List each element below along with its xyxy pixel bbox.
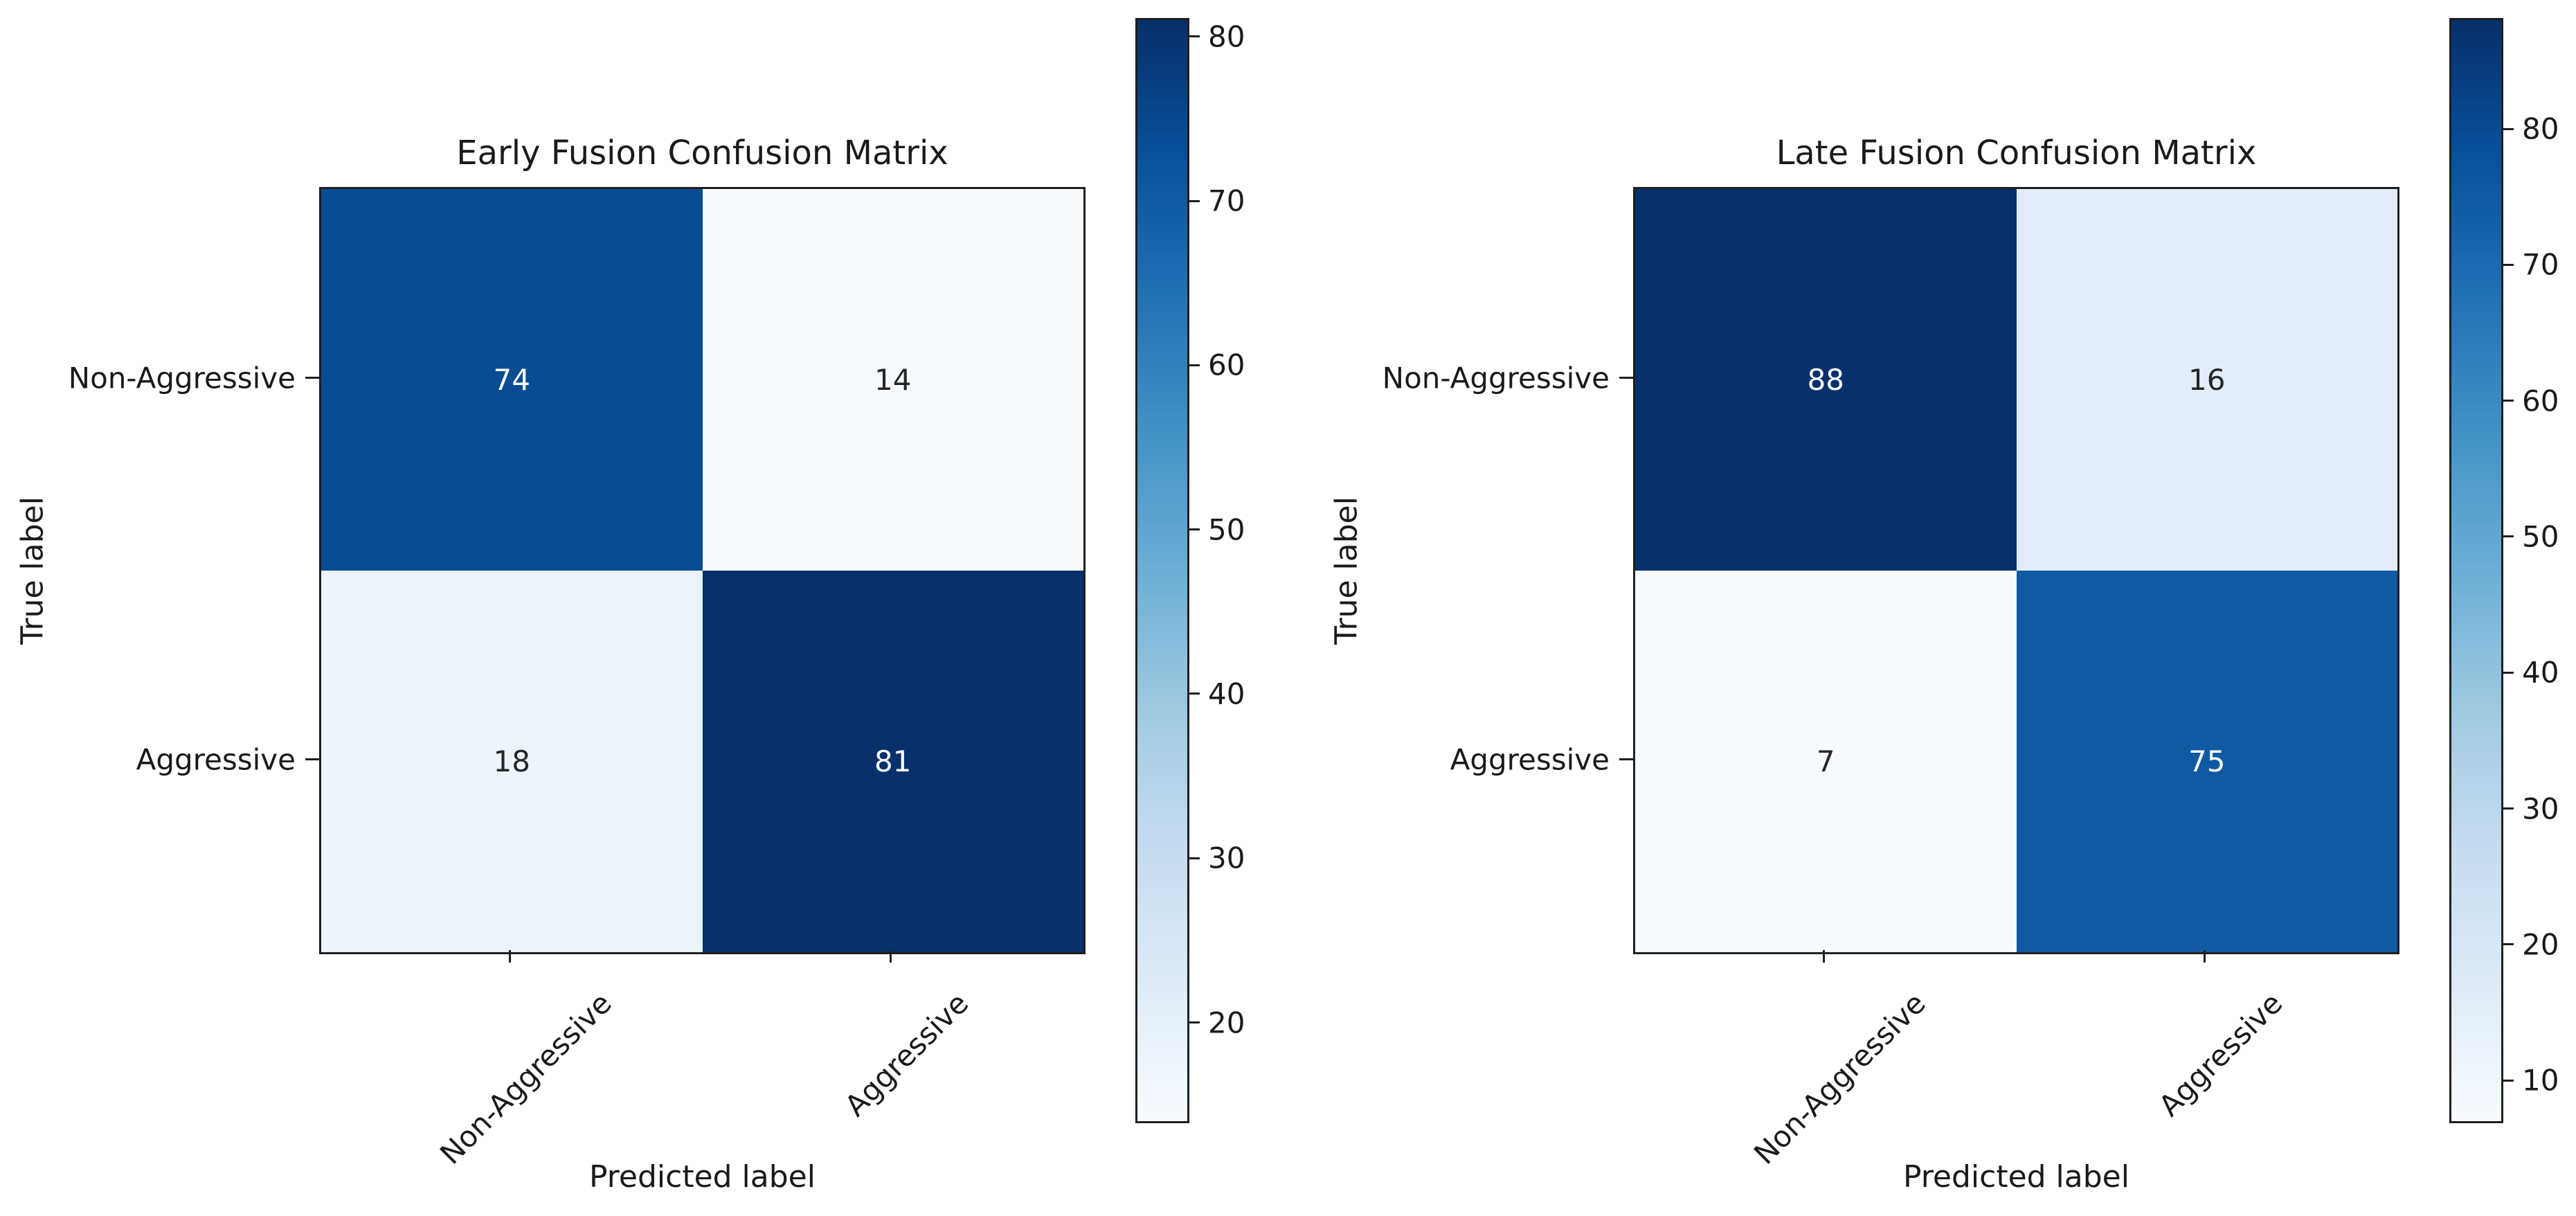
y-tick-label: Non-Aggressive bbox=[1382, 361, 1610, 395]
colorbar-tick-label: 20 bbox=[1208, 1005, 1245, 1040]
colorbar-tick-mark bbox=[2501, 263, 2514, 266]
y-axis-label: True label bbox=[15, 497, 51, 645]
colorbar-tick-mark bbox=[1187, 692, 1200, 695]
y-tick-mark bbox=[1619, 758, 1633, 760]
colorbar-tick-mark bbox=[1187, 857, 1200, 859]
x-tick-mark bbox=[890, 950, 892, 963]
x-tick-mark bbox=[1822, 950, 1825, 963]
colorbar-tick-mark bbox=[1187, 528, 1200, 531]
colorbar-tick-mark bbox=[2501, 943, 2514, 946]
colorbar-tick-mark bbox=[2501, 807, 2514, 810]
colorbar-tick-label: 70 bbox=[1208, 184, 1245, 218]
colorbar-tick-label: 80 bbox=[1208, 19, 1245, 54]
cell-value: 14 bbox=[874, 363, 912, 397]
colorbar: 80 70 60 50 40 30 20 10 bbox=[2449, 18, 2559, 1123]
chart-title: Early Fusion Confusion Matrix bbox=[456, 134, 948, 172]
colorbar: 80 70 60 50 40 30 20 bbox=[1135, 18, 1245, 1123]
colorbar-gradient bbox=[1137, 20, 1187, 1121]
y-tick-label: Aggressive bbox=[136, 742, 296, 776]
colorbar-tick-label: 60 bbox=[2522, 384, 2559, 418]
colorbar-tick-mark bbox=[2501, 671, 2514, 674]
colorbar-tick-mark bbox=[2501, 535, 2514, 538]
colorbar-tick-label: 40 bbox=[1208, 677, 1245, 711]
subplot-early-fusion: Early Fusion Confusion Matrix 74 14 18 81 T… bbox=[15, 18, 1245, 1195]
colorbar-tick-label: 60 bbox=[1208, 348, 1245, 382]
colorbar-tick-label: 30 bbox=[2522, 792, 2559, 826]
colorbar-tick-label: 80 bbox=[2522, 111, 2559, 146]
colorbar-gradient bbox=[2451, 20, 2501, 1121]
x-axis-label: Predicted label bbox=[589, 1159, 816, 1195]
cell-value: 81 bbox=[874, 744, 912, 778]
colorbar-tick-label: 40 bbox=[2522, 655, 2559, 690]
colorbar-tick-label: 50 bbox=[1208, 512, 1245, 547]
colorbar-tick-mark bbox=[1187, 35, 1200, 38]
cell-value: 75 bbox=[2188, 744, 2226, 778]
matrix-cell: 16 bbox=[2016, 189, 2397, 571]
colorbar-tick-mark bbox=[2501, 1079, 2514, 1082]
x-tick-label: Aggressive bbox=[2152, 986, 2289, 1123]
cell-value: 7 bbox=[1816, 744, 1835, 778]
chart-title: Late Fusion Confusion Matrix bbox=[1776, 134, 2257, 172]
x-tick-label: Non-Aggressive bbox=[1747, 986, 1932, 1171]
colorbar-tick-label: 70 bbox=[2522, 247, 2559, 282]
colorbar-tick-mark bbox=[1187, 1021, 1200, 1024]
y-tick-mark bbox=[305, 377, 319, 379]
y-tick-mark bbox=[305, 758, 319, 760]
colorbar-tick-label: 30 bbox=[1208, 841, 1245, 875]
y-tick-label: Aggressive bbox=[1450, 742, 1610, 776]
colorbar-tick-mark bbox=[2501, 127, 2514, 130]
y-tick-label: Non-Aggressive bbox=[68, 361, 296, 395]
colorbar-tick-label: 20 bbox=[2522, 927, 2559, 962]
heatmap-area: 88 16 7 75 bbox=[1633, 187, 2399, 954]
matrix-cell: 7 bbox=[1635, 571, 2017, 952]
matrix-cell: 14 bbox=[702, 189, 1083, 571]
matrix-cell: 88 bbox=[1635, 189, 2017, 571]
colorbar-tick-mark bbox=[1187, 199, 1200, 202]
cell-value: 88 bbox=[1807, 363, 1844, 397]
heatmap-area: 74 14 18 81 bbox=[319, 187, 1086, 954]
cell-value: 18 bbox=[493, 744, 530, 778]
matrix-cell: 75 bbox=[2016, 571, 2397, 952]
colorbar-tick-label: 50 bbox=[2522, 519, 2559, 554]
y-tick-mark bbox=[1619, 377, 1633, 379]
cell-value: 16 bbox=[2188, 363, 2226, 397]
matrix-cell: 74 bbox=[321, 189, 703, 571]
y-axis-label: True label bbox=[1328, 497, 1364, 645]
colorbar-tick-mark bbox=[2501, 400, 2514, 402]
colorbar-tick-label: 10 bbox=[2522, 1063, 2559, 1098]
matrix-cell: 81 bbox=[702, 571, 1083, 952]
matrix-cell: 18 bbox=[321, 571, 703, 952]
x-tick-mark bbox=[508, 950, 511, 963]
x-tick-label: Aggressive bbox=[838, 986, 975, 1123]
x-tick-label: Non-Aggressive bbox=[433, 986, 618, 1171]
cell-value: 74 bbox=[493, 363, 530, 397]
x-axis-label: Predicted label bbox=[1903, 1159, 2129, 1195]
subplot-late-fusion: Late Fusion Confusion Matrix 88 16 7 75 Tru… bbox=[1329, 18, 2559, 1195]
colorbar-tick-mark bbox=[1187, 364, 1200, 366]
x-tick-mark bbox=[2204, 950, 2206, 963]
